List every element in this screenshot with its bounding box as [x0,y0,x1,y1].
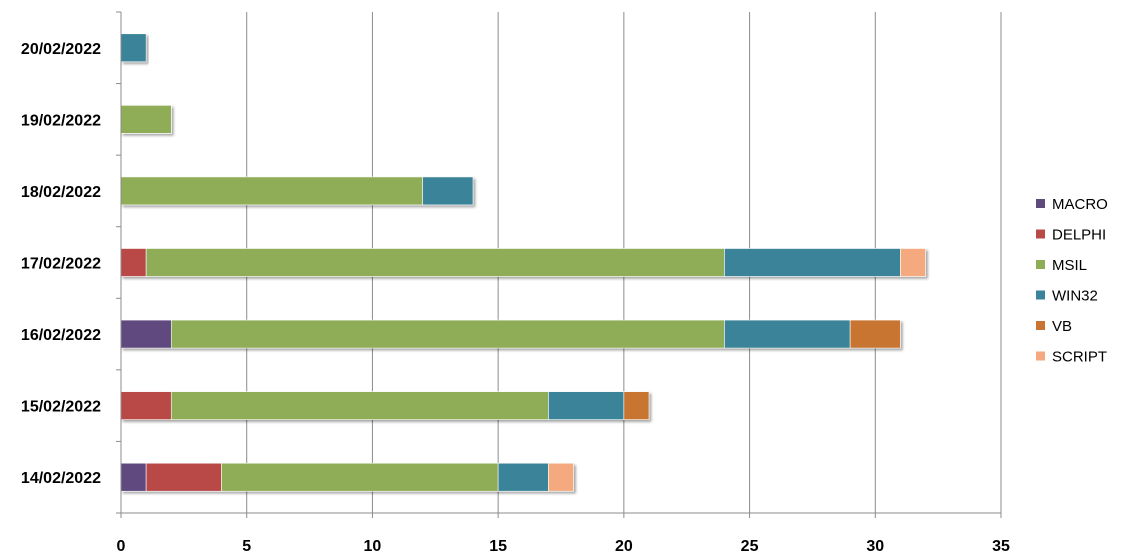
bar-segment-win32 [422,176,474,206]
axes [116,11,1002,518]
bar-stack [120,176,474,206]
category-axis-labels: 14/02/2022 15/02/2022 16/02/2022 17/02/2022… [21,41,101,487]
x-tick-label: 5 [242,538,251,555]
bar-segment-msil [170,391,549,420]
bar-stack [120,391,650,420]
x-tick-label: 25 [741,538,759,555]
bar-segment-macro [120,319,172,349]
legend-swatch-win32 [1036,290,1045,300]
x-tick-label: 10 [364,538,382,555]
legend-swatch-msil [1036,260,1045,269]
bar-segment-win32 [724,248,901,277]
bar-stack [120,462,574,492]
bar-segment-msil [120,105,172,134]
x-tick-label: 30 [866,538,884,555]
bar-segment-win32 [724,319,851,349]
x-tick-label: 0 [117,538,126,555]
x-tick-label: 15 [489,538,507,555]
x-tick-label: 35 [992,538,1010,555]
legend-label-delphi: DELPHI [1052,227,1106,244]
bar-segment-msil [145,248,725,277]
legend-swatch-macro [1036,199,1045,208]
category-label: 20/02/2022 [21,41,101,58]
bar-segment-script [900,248,926,277]
bar-segment-win32 [497,462,549,492]
bars-area [120,33,926,492]
category-label: 14/02/2022 [21,470,101,487]
bar-segment-delphi [145,462,222,492]
bar-segment-vb [623,391,650,420]
bar-stack [120,248,926,277]
category-label: 16/02/2022 [21,327,101,344]
legend-label-script: SCRIPT [1052,349,1107,366]
bar-stack [120,33,147,63]
legend-swatch-vb [1036,321,1045,330]
bar-segment-win32 [120,33,147,63]
bar-segment-msil [221,462,499,492]
category-label: 17/02/2022 [21,256,101,273]
legend-label-msil: MSIL [1052,257,1087,274]
bar-segment-vb [849,319,901,349]
x-tick-label: 20 [615,538,633,555]
bar-stack [120,105,172,134]
legend-swatch-script [1036,351,1045,361]
bar-segment-delphi [120,248,147,277]
bar-segment-script [548,462,574,492]
category-label: 19/02/2022 [21,112,101,129]
category-label: 15/02/2022 [21,399,101,416]
category-label: 18/02/2022 [21,184,101,201]
bar-segment-macro [120,462,147,492]
legend-label-macro: MACRO [1052,196,1108,213]
bar-segment-msil [120,176,424,206]
legend: MACRO DELPHI MSIL WIN32 VB SCRIPT [1036,196,1108,366]
bar-stack [120,319,901,349]
value-axis-labels: 0 5 10 15 20 25 30 35 [117,538,1010,555]
legend-label-vb: VB [1052,318,1072,335]
bar-segment-win32 [548,391,625,420]
bar-segment-delphi [120,391,172,420]
bar-segment-msil [170,319,725,349]
legend-swatch-delphi [1036,229,1045,239]
legend-label-win32: WIN32 [1052,288,1098,305]
